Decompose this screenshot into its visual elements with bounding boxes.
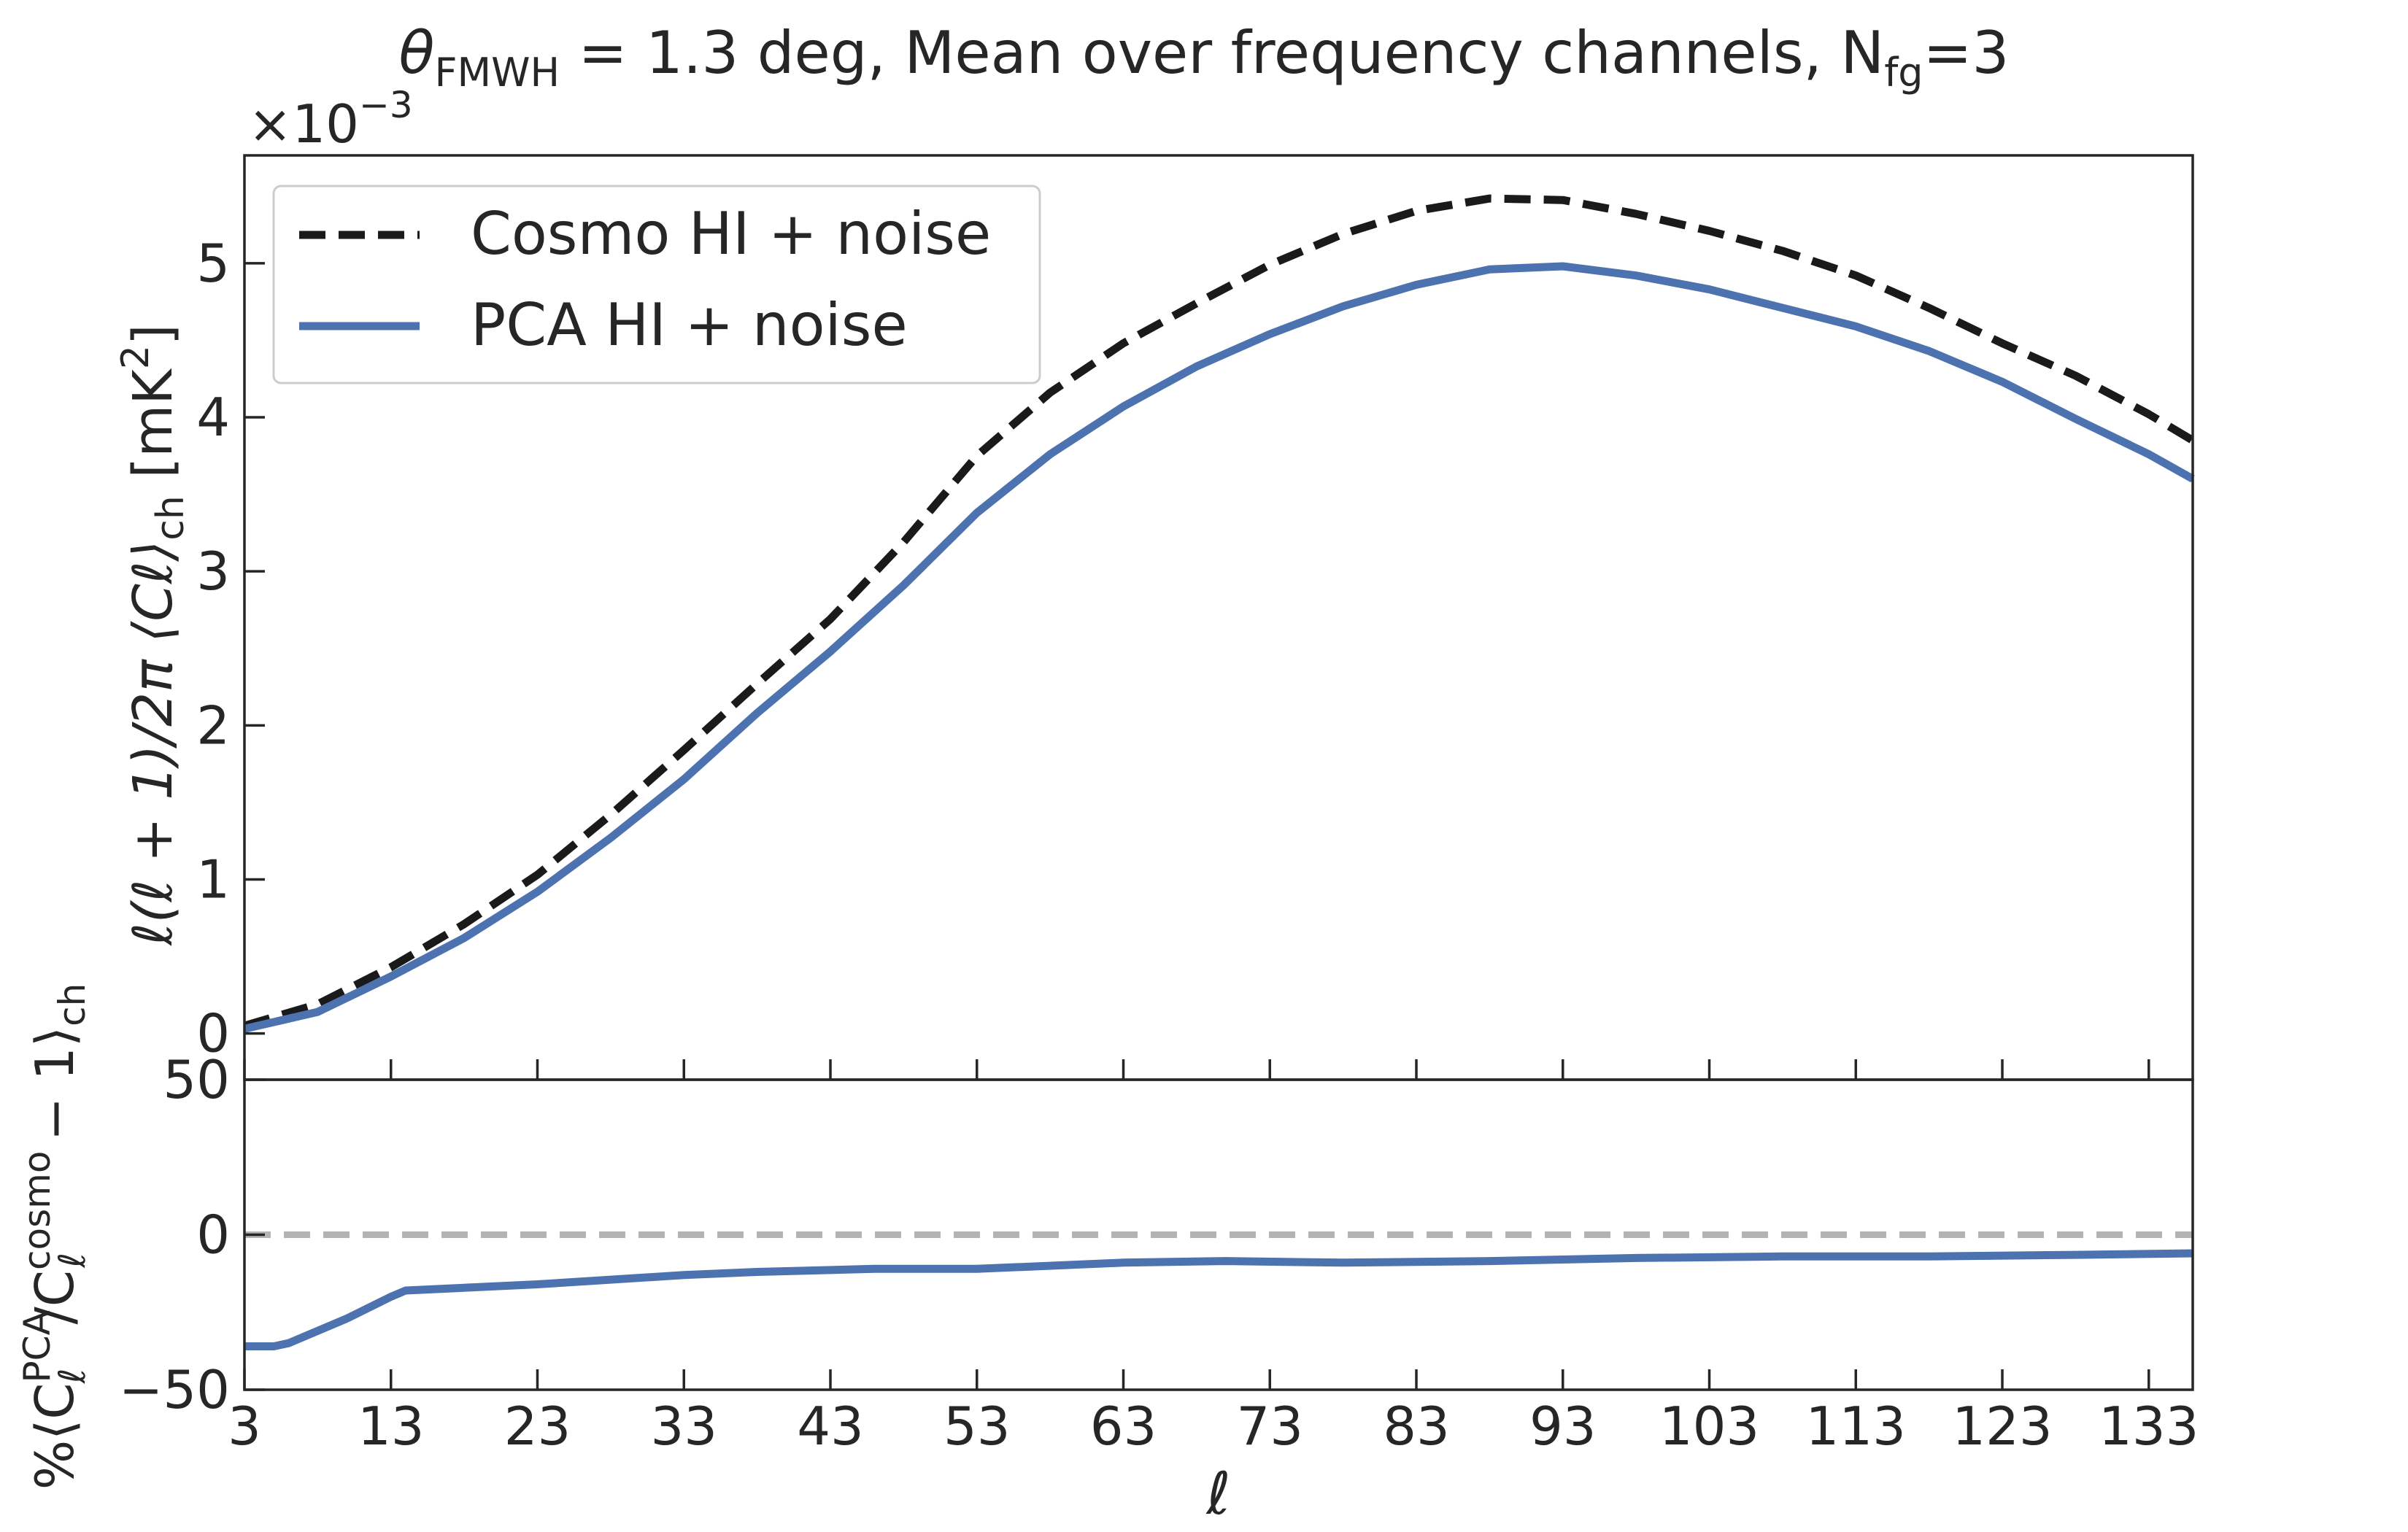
- y-axis-offset-multiplier: ×10−3: [248, 84, 413, 155]
- x-tick-label: 3: [228, 1396, 261, 1457]
- title-n-value: =3: [1923, 19, 2010, 87]
- top-ylabel-unit: [mK: [122, 368, 185, 495]
- bottom-ylabel-mid: /C: [24, 1270, 85, 1325]
- legend: Cosmo HI + noise PCA HI + noise: [272, 185, 1041, 384]
- x-tick-label: 23: [504, 1396, 571, 1457]
- title-n-subscript: fg: [1884, 50, 1923, 96]
- x-tick-label: 83: [1383, 1396, 1450, 1457]
- top-y-tick-label: 3: [196, 541, 230, 602]
- bottom-ylabel-ell1: ℓ: [51, 1369, 93, 1385]
- title-theta-subscript: FMWH: [435, 50, 560, 96]
- bottom-ylabel-sup2: cosmo: [16, 1151, 58, 1270]
- top-series-group: [243, 194, 2195, 1033]
- x-tick-label: 33: [650, 1396, 717, 1457]
- top-ylabel-close: ]: [122, 324, 185, 345]
- bottom-ylabel-pre: %⟨C: [24, 1382, 85, 1490]
- offset-base: ×10: [248, 93, 359, 155]
- top-ylabel-sup: 2: [114, 345, 158, 369]
- top-ylabel-sub: ch: [149, 495, 193, 541]
- offset-exponent: −3: [359, 84, 413, 126]
- top-y-tick-label: 1: [196, 848, 230, 910]
- bottom-y-ticks: −50 0 50: [119, 1049, 265, 1420]
- top-y-tick-label: 2: [196, 695, 230, 756]
- top-series-line-pca: [243, 262, 2195, 1033]
- top-y-tick-label: 0: [196, 1003, 230, 1064]
- x-tick-label: 73: [1236, 1396, 1303, 1457]
- legend-box: [272, 185, 1041, 384]
- x-tick-label: 63: [1090, 1396, 1157, 1457]
- bottom-y-tick-label: −50: [119, 1359, 230, 1420]
- bottom-ylabel-sub: ch: [51, 983, 93, 1026]
- bottom-series-group: [244, 1249, 2193, 1350]
- title-main-text: = 1.3 deg, Mean over frequency channels,…: [560, 19, 1884, 87]
- x-tick-label: 123: [1952, 1396, 2052, 1457]
- legend-label-pca: PCA HI + noise: [471, 291, 908, 359]
- bottom-y-axis-label: %⟨CPCAℓ/Ccosmoℓ − 1⟩ch: [16, 983, 93, 1490]
- bottom-y-tick-label: 0: [196, 1204, 230, 1266]
- bottom-x-ticks: 3 13 23 33 43 53 63 73 83 93 103 113 123 133: [228, 1369, 2199, 1457]
- bottom-ylabel-sup1: PCA: [16, 1310, 58, 1382]
- chart-title: θFMWH = 1.3 deg, Mean over frequency cha…: [399, 19, 2010, 96]
- top-y-ticks: 0 1 2 3 4 5: [196, 233, 265, 1064]
- top-x-ticks: [243, 1059, 2150, 1080]
- title-theta: θ: [399, 19, 435, 87]
- x-tick-label: 133: [2099, 1396, 2199, 1457]
- legend-label-cosmo: Cosmo HI + noise: [471, 200, 991, 268]
- x-tick-label: 103: [1659, 1396, 1759, 1457]
- top-y-tick-label: 5: [196, 233, 230, 294]
- x-tick-label: 53: [943, 1396, 1011, 1457]
- x-axis-label: ℓ: [1205, 1460, 1230, 1528]
- bottom-ylabel-post: − 1⟩: [24, 1026, 85, 1158]
- bottom-ylabel-ell2: ℓ: [51, 1253, 93, 1269]
- top-series-line-cosmo: [243, 194, 2195, 1030]
- x-tick-label: 43: [797, 1396, 864, 1457]
- x-tick-label: 13: [358, 1396, 425, 1457]
- bottom-y-tick-label: 50: [163, 1049, 230, 1110]
- x-tick-label: 93: [1529, 1396, 1597, 1457]
- top-y-tick-label: 4: [196, 387, 230, 448]
- bottom-series-line-pca: [244, 1249, 2193, 1350]
- top-y-axis-label: ℓ(ℓ + 1)/2π ⟨Cℓ⟩ch [mK2]: [114, 324, 193, 947]
- top-ylabel-main: ℓ(ℓ + 1)/2π ⟨Cℓ⟩: [122, 541, 185, 947]
- bottom-panel: −50 0 50 3 13 23 33 43 53 63 73 83 93 103 113 123 133: [119, 1049, 2199, 1457]
- top-panel: 0 1 2 3 4 5 Cosmo HI + noise PCA HI + noise: [196, 154, 2195, 1081]
- x-tick-label: 113: [1806, 1396, 1906, 1457]
